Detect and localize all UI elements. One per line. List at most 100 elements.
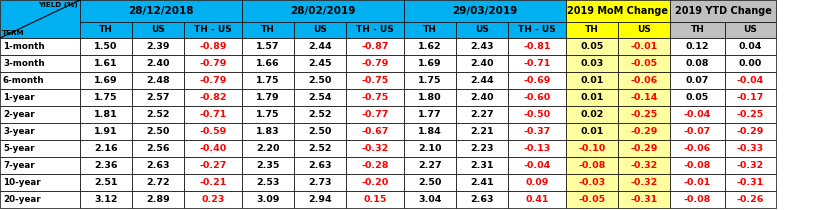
Text: 0.15: 0.15 xyxy=(363,195,386,204)
Text: 2.27: 2.27 xyxy=(418,161,442,170)
Text: -0.79: -0.79 xyxy=(199,59,227,68)
Bar xyxy=(617,123,669,140)
Text: 28/02/2019: 28/02/2019 xyxy=(290,6,356,16)
Text: 1.84: 1.84 xyxy=(418,127,442,136)
Text: -0.81: -0.81 xyxy=(523,42,550,51)
Bar xyxy=(346,72,404,89)
Text: 1.57: 1.57 xyxy=(256,42,280,51)
Bar xyxy=(294,72,346,89)
Text: 2.40: 2.40 xyxy=(146,59,170,68)
Bar xyxy=(724,140,775,157)
Bar xyxy=(294,123,346,140)
Text: 2.39: 2.39 xyxy=(146,42,170,51)
Text: 20-year: 20-year xyxy=(3,195,41,204)
Bar xyxy=(669,140,724,157)
Text: 2.21: 2.21 xyxy=(470,127,493,136)
Text: -0.31: -0.31 xyxy=(629,195,657,204)
Bar xyxy=(80,174,131,191)
Text: 2.50: 2.50 xyxy=(308,127,332,136)
Bar xyxy=(184,38,241,55)
Text: 1.75: 1.75 xyxy=(94,93,117,102)
Bar xyxy=(617,22,669,38)
Bar xyxy=(456,89,508,106)
Bar xyxy=(131,22,184,38)
Bar xyxy=(294,55,346,72)
Bar xyxy=(184,22,241,38)
Bar xyxy=(184,89,241,106)
Text: -0.05: -0.05 xyxy=(578,195,605,204)
Text: TH: TH xyxy=(423,25,437,34)
Bar xyxy=(404,140,456,157)
Text: US: US xyxy=(151,25,165,34)
Text: -0.32: -0.32 xyxy=(629,161,657,170)
Bar xyxy=(0,157,80,174)
Text: TH: TH xyxy=(261,25,275,34)
Bar xyxy=(669,174,724,191)
Text: -0.14: -0.14 xyxy=(629,93,657,102)
Text: -0.08: -0.08 xyxy=(683,195,710,204)
Text: US: US xyxy=(313,25,327,34)
Bar xyxy=(346,191,404,208)
Text: 3.04: 3.04 xyxy=(418,195,441,204)
Text: -0.08: -0.08 xyxy=(683,161,710,170)
Bar xyxy=(669,106,724,123)
Bar xyxy=(669,22,724,38)
Bar xyxy=(404,89,456,106)
Bar xyxy=(184,157,241,174)
Bar xyxy=(131,106,184,123)
Bar xyxy=(241,106,294,123)
Text: 10-year: 10-year xyxy=(3,178,41,187)
Text: -0.32: -0.32 xyxy=(629,178,657,187)
Text: 0.02: 0.02 xyxy=(580,110,603,119)
Bar xyxy=(669,38,724,55)
Text: 2.50: 2.50 xyxy=(418,178,441,187)
Text: 1.91: 1.91 xyxy=(94,127,117,136)
Text: 2.44: 2.44 xyxy=(308,42,332,51)
Text: TH: TH xyxy=(690,25,704,34)
Text: 2.41: 2.41 xyxy=(470,178,493,187)
Bar xyxy=(508,89,566,106)
Bar xyxy=(294,89,346,106)
Text: 1.75: 1.75 xyxy=(256,76,280,85)
Bar xyxy=(508,123,566,140)
Bar xyxy=(508,191,566,208)
Text: -0.25: -0.25 xyxy=(629,110,657,119)
Text: 1.62: 1.62 xyxy=(418,42,442,51)
Bar xyxy=(456,174,508,191)
Bar xyxy=(724,89,775,106)
Text: 0.23: 0.23 xyxy=(201,195,224,204)
Bar xyxy=(724,191,775,208)
Text: 2.63: 2.63 xyxy=(470,195,493,204)
Text: 6-month: 6-month xyxy=(3,76,45,85)
Text: 2.94: 2.94 xyxy=(308,195,332,204)
Bar xyxy=(131,191,184,208)
Text: 0.09: 0.09 xyxy=(524,178,548,187)
Text: -0.40: -0.40 xyxy=(199,144,227,153)
Text: 3.09: 3.09 xyxy=(256,195,280,204)
Text: 2.27: 2.27 xyxy=(470,110,493,119)
Bar xyxy=(508,55,566,72)
Text: 28/12/2018: 28/12/2018 xyxy=(128,6,194,16)
Bar xyxy=(404,22,456,38)
Text: TERM: TERM xyxy=(2,30,25,36)
Bar xyxy=(456,38,508,55)
Bar xyxy=(456,72,508,89)
Text: 1.75: 1.75 xyxy=(256,110,280,119)
Text: 2.45: 2.45 xyxy=(308,59,332,68)
Text: 2.40: 2.40 xyxy=(470,59,493,68)
Bar xyxy=(724,38,775,55)
Text: -0.29: -0.29 xyxy=(629,144,657,153)
Bar xyxy=(131,123,184,140)
Bar xyxy=(241,38,294,55)
Text: 3-month: 3-month xyxy=(3,59,45,68)
Bar xyxy=(456,22,508,38)
Text: -0.69: -0.69 xyxy=(523,76,550,85)
Text: 2.43: 2.43 xyxy=(470,42,493,51)
Text: -0.08: -0.08 xyxy=(577,161,605,170)
Bar xyxy=(508,106,566,123)
Text: -0.87: -0.87 xyxy=(361,42,389,51)
Bar xyxy=(346,123,404,140)
Text: -0.25: -0.25 xyxy=(736,110,763,119)
Bar xyxy=(0,38,80,55)
Text: 7-year: 7-year xyxy=(3,161,35,170)
